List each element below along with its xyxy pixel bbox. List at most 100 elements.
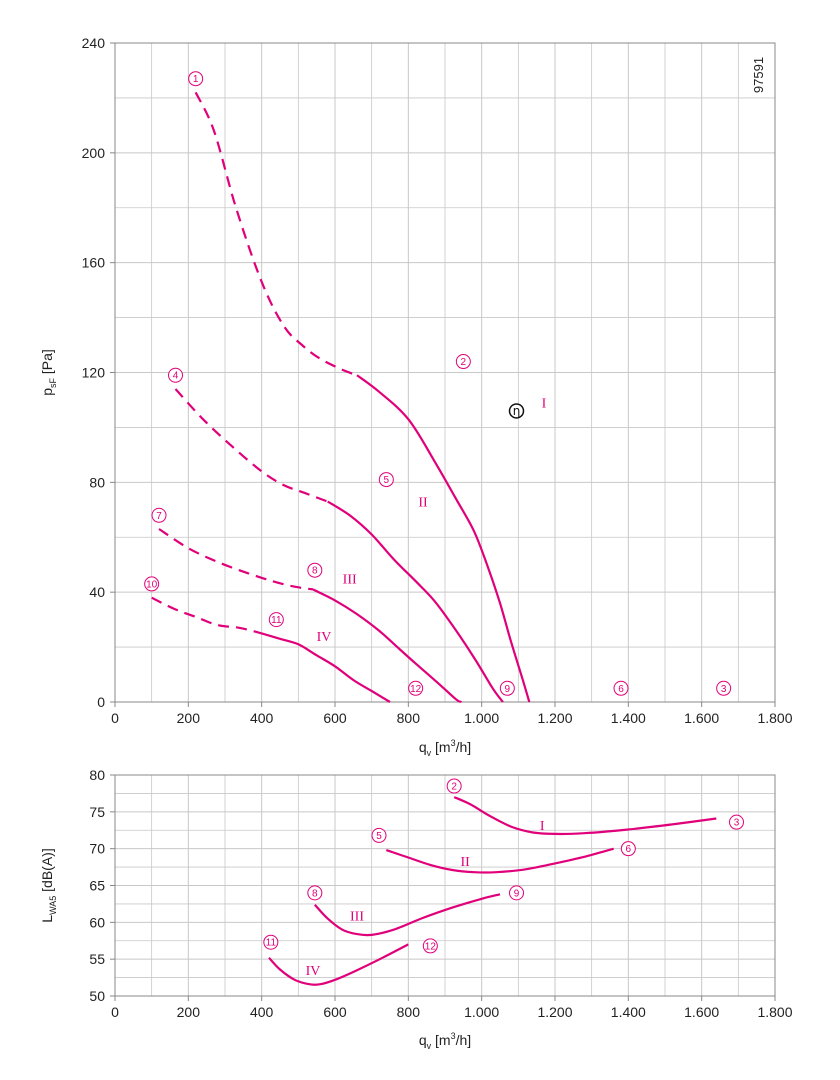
point-marker-label: 5 xyxy=(384,475,390,486)
efficiency-marker-label: η xyxy=(513,404,521,418)
x-tick-label: 400 xyxy=(250,1004,274,1020)
point-marker-6: 6 xyxy=(620,841,636,857)
y-tick-label: 160 xyxy=(82,255,106,271)
curve-label: IV xyxy=(317,630,332,645)
curve-label: III xyxy=(350,910,364,925)
point-marker-label: 6 xyxy=(618,684,624,695)
x-tick-label: 1.600 xyxy=(684,1004,719,1020)
point-marker-6: 6 xyxy=(613,680,629,696)
point-marker-circle xyxy=(455,354,471,370)
point-marker-circle xyxy=(509,885,524,901)
point-marker-12: 12 xyxy=(408,680,424,696)
point-marker-3: 3 xyxy=(716,680,732,696)
point-marker-8: 8 xyxy=(307,562,323,578)
y-tick-label: 80 xyxy=(89,474,105,490)
point-marker-5: 5 xyxy=(371,827,387,843)
point-marker-circle xyxy=(188,71,204,87)
curve-label: III xyxy=(343,572,357,587)
y-tick-label: 240 xyxy=(82,35,106,51)
point-marker-label: 8 xyxy=(312,888,318,899)
point-marker-circle xyxy=(408,680,424,696)
x-tick-label: 1.400 xyxy=(611,710,646,726)
point-marker-circle xyxy=(422,938,438,954)
point-marker-label: 4 xyxy=(173,371,179,382)
efficiency-marker: η xyxy=(508,403,525,419)
y-axis-label-sub: WA5 xyxy=(48,896,58,915)
y-tick-label: 0 xyxy=(97,694,105,710)
x-axis-label-end: /h] xyxy=(456,739,472,755)
x-tick-label: 1.800 xyxy=(757,1004,792,1020)
point-marker-circle xyxy=(371,827,387,843)
series-line-i xyxy=(356,374,531,703)
x-tick-label: 600 xyxy=(323,710,347,726)
curve-label: I xyxy=(542,397,547,412)
point-marker-label: 11 xyxy=(266,938,277,949)
point-marker-circle xyxy=(716,680,732,696)
point-marker-label: 6 xyxy=(626,844,632,855)
point-marker-2: 2 xyxy=(446,778,462,794)
point-marker-label: 10 xyxy=(146,579,158,590)
x-axis-label-main: q xyxy=(419,1032,427,1048)
x-axis-label: qv [m3/h] xyxy=(419,1031,471,1051)
y-tick-label: 80 xyxy=(89,767,105,783)
point-marker-circle xyxy=(168,367,183,383)
x-tick-label: 1.600 xyxy=(684,710,719,726)
x-tick-label: 800 xyxy=(397,1004,421,1020)
y-axis-label: psF [Pa] xyxy=(39,349,58,396)
point-marker-label: 11 xyxy=(271,615,282,626)
point-marker-label: 7 xyxy=(156,511,162,522)
point-marker-circle xyxy=(729,814,744,830)
y-tick-label: 60 xyxy=(89,914,105,930)
x-axis-label-end: /h] xyxy=(456,1032,472,1048)
x-tick-label: 0 xyxy=(111,1004,119,1020)
x-axis-label-unit: [m xyxy=(431,739,450,755)
point-marker-label: 3 xyxy=(721,684,727,695)
point-marker-label: 3 xyxy=(734,818,740,829)
point-marker-label: 2 xyxy=(451,782,457,793)
point-marker-11: 11 xyxy=(263,934,279,950)
pressure-grid xyxy=(114,42,776,703)
x-axis-label-sub: v xyxy=(427,1041,432,1051)
y-tick-label: 50 xyxy=(89,988,105,1004)
series-line-ii xyxy=(385,847,614,874)
pressure-chart: 0 200 400 600 800 1.000 1.200 1.400 1.600 1.800 0 4… xyxy=(39,35,793,758)
point-marker-9: 9 xyxy=(509,885,524,901)
point-marker-8: 8 xyxy=(307,885,323,901)
x-axis-label-sup: 3 xyxy=(451,1031,456,1041)
curve-label: II xyxy=(418,496,428,511)
series-line-i-dashed xyxy=(194,91,358,377)
sound-level-chart: 0 200 400 600 800 1.000 1.200 1.400 1.600 1.800 50… xyxy=(39,767,793,1051)
series-line-iii-dashed xyxy=(158,528,314,591)
x-axis-label-sub: v xyxy=(427,748,432,758)
point-marker-label: 9 xyxy=(514,888,520,899)
x-tick-label: 1.400 xyxy=(611,1004,646,1020)
y-tick-label: 75 xyxy=(89,804,105,820)
y-tick-label: 120 xyxy=(82,365,106,381)
y-tick-label: 70 xyxy=(89,841,105,857)
y-axis-label-sub: sF xyxy=(48,378,58,389)
series-line-iv xyxy=(261,632,391,703)
point-marker-circle xyxy=(499,680,515,696)
point-marker-label: 9 xyxy=(505,684,511,695)
point-marker-2: 2 xyxy=(455,354,471,370)
curve-label: IV xyxy=(306,964,321,979)
y-axis-label: LWA5 [dB(A)] xyxy=(39,848,58,922)
x-tick-label: 200 xyxy=(177,1004,201,1020)
point-marker-label: 12 xyxy=(410,684,422,695)
y-tick-label: 40 xyxy=(89,584,105,600)
y-tick-label: 200 xyxy=(82,145,106,161)
point-marker-label: 8 xyxy=(312,566,318,577)
x-tick-label: 800 xyxy=(397,710,421,726)
point-marker-4: 4 xyxy=(168,367,183,383)
point-marker-3: 3 xyxy=(729,814,744,830)
point-marker-circle xyxy=(378,472,394,488)
x-axis-label-sup: 3 xyxy=(451,738,456,748)
x-axis-label-main: q xyxy=(419,739,427,755)
y-axis-label-unit: [dB(A)] xyxy=(39,848,55,895)
y-axis-label-main: p xyxy=(39,388,55,396)
point-marker-12: 12 xyxy=(422,938,438,954)
x-tick-label: 600 xyxy=(323,1004,347,1020)
point-marker-circle xyxy=(307,562,323,578)
point-marker-label: 5 xyxy=(376,831,382,842)
